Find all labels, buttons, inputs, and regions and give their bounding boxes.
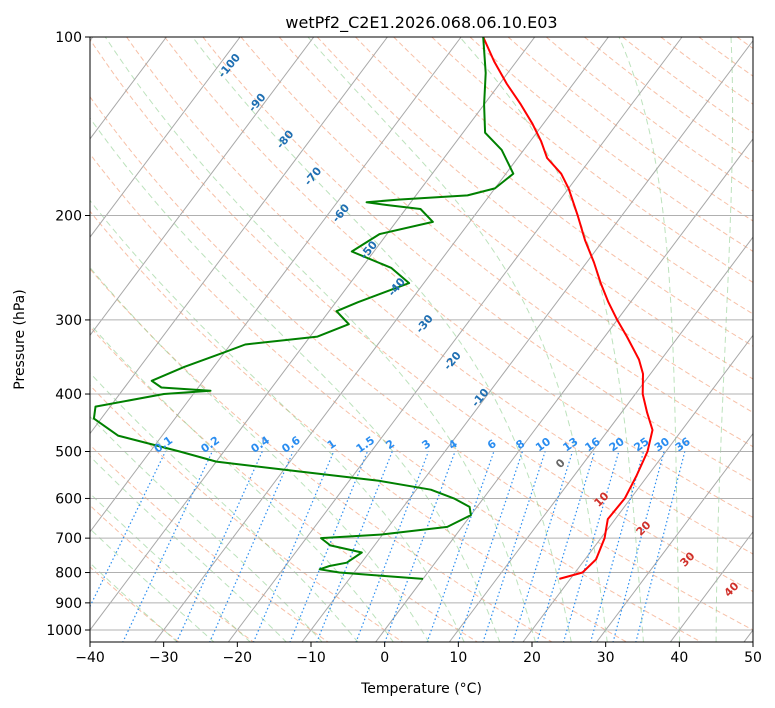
moist-adiabat-line (618, 37, 681, 642)
x-tick-label: −40 (75, 650, 105, 666)
dewpoint-profile-line (92, 37, 515, 580)
y-axis-title: Pressure (hPa) (12, 289, 28, 389)
moist-adiabat-line (90, 372, 359, 642)
mixing-ratio-line (612, 451, 665, 642)
y-tick-label: 300 (55, 313, 82, 329)
plot-area (90, 37, 753, 642)
mixing-ratio-line (252, 451, 335, 642)
dry-adiabat-line (316, 37, 753, 380)
mixing-ratio-line (175, 451, 263, 642)
mixing-ratio-line (426, 451, 495, 642)
axis-layer: −40 −30 −20 −10 0 10 20 30 40 50 100 200 300 400 500 60… (46, 30, 762, 666)
isotherm-line (90, 37, 536, 631)
moist-adiabat-line (104, 37, 536, 642)
mixing-ratio-line (457, 451, 523, 642)
isotherm-line (448, 236, 753, 642)
y-tick-label: 200 (55, 209, 82, 225)
mixing-ratio-line (635, 451, 686, 642)
moist-adiabat-line (715, 37, 734, 642)
mixing-ratio-line (482, 451, 546, 642)
dry-adiabat-line (469, 37, 753, 252)
isotherm-line (90, 37, 388, 435)
dry-adiabat-line (90, 444, 329, 642)
y-tick-label: 400 (55, 387, 82, 403)
x-tick-label: 50 (744, 650, 762, 666)
y-tick-label: 900 (55, 596, 82, 612)
mixing-ratio-line (90, 451, 166, 608)
dry-adiabat-line (355, 37, 753, 347)
isotherm-line (90, 37, 462, 533)
dry-adiabat-line (164, 37, 753, 518)
moist-adiabat-line (90, 455, 288, 642)
isotherm-line (596, 432, 753, 642)
x-tick-label: 10 (449, 650, 467, 666)
moist-adiabat-line (307, 37, 608, 642)
dry-adiabat-line (507, 37, 753, 222)
isotherm-line (227, 37, 683, 642)
isotherm-line (90, 37, 167, 140)
y-tick-label: 800 (55, 566, 82, 582)
y-tick-label: 600 (55, 491, 82, 507)
dry-adiabat-line (545, 37, 753, 192)
x-tick-label: 20 (523, 650, 541, 666)
mixing-ratio-line (589, 451, 645, 642)
dry-adiabat-line (90, 268, 553, 642)
dry-adiabat-line (90, 153, 703, 642)
moist-adiabat-line (90, 323, 394, 642)
mixing-ratio-line (562, 451, 620, 642)
x-tick-label: 30 (597, 650, 615, 666)
temperature-profile-line (482, 37, 654, 580)
x-tick-label: 0 (380, 650, 389, 666)
x-axis-title: Temperature (°C) (360, 681, 482, 697)
moist-adiabat-line (90, 562, 178, 642)
moist-adiabat-line (192, 37, 572, 642)
x-tick-label: −10 (296, 650, 326, 666)
x-tick-label: 40 (670, 650, 688, 666)
mixing-ratio-line (536, 451, 596, 642)
isotherm-line (375, 138, 753, 642)
moist-adiabat-line (90, 415, 323, 642)
x-tick-label: −30 (149, 650, 179, 666)
dry-adiabat-line (126, 37, 753, 555)
dry-adiabat-line (90, 504, 255, 642)
isotherm-line (90, 37, 241, 238)
dry-adiabat-line (278, 37, 753, 414)
isotherm-line (522, 334, 753, 642)
moist-adiabat-line (90, 528, 215, 642)
y-tick-label: 700 (55, 531, 82, 547)
isotherm-line (301, 39, 753, 642)
chart-title: wetPf2_C2E1.2026.068.06.10.E03 (285, 13, 557, 33)
y-tick-label: 500 (55, 444, 82, 460)
dry-adiabat-line (90, 38, 753, 593)
dry-adiabat-line (90, 210, 628, 642)
moist-adiabat-line (90, 492, 251, 642)
isotherm-line (154, 37, 609, 642)
dry-adiabat-line (240, 37, 753, 448)
isotherm-line (669, 530, 753, 642)
dry-adiabat-line (90, 96, 753, 631)
mixing-ratio-line (512, 451, 574, 642)
y-tick-label: 100 (55, 30, 82, 46)
x-tick-label: −20 (223, 650, 253, 666)
plot-frame (89, 36, 754, 643)
y-tick-label: 1000 (46, 623, 82, 639)
dry-adiabat-line (431, 37, 753, 283)
data-layer (92, 37, 654, 580)
mixing-ratio-line (209, 451, 294, 642)
isotherm-line (90, 37, 315, 337)
